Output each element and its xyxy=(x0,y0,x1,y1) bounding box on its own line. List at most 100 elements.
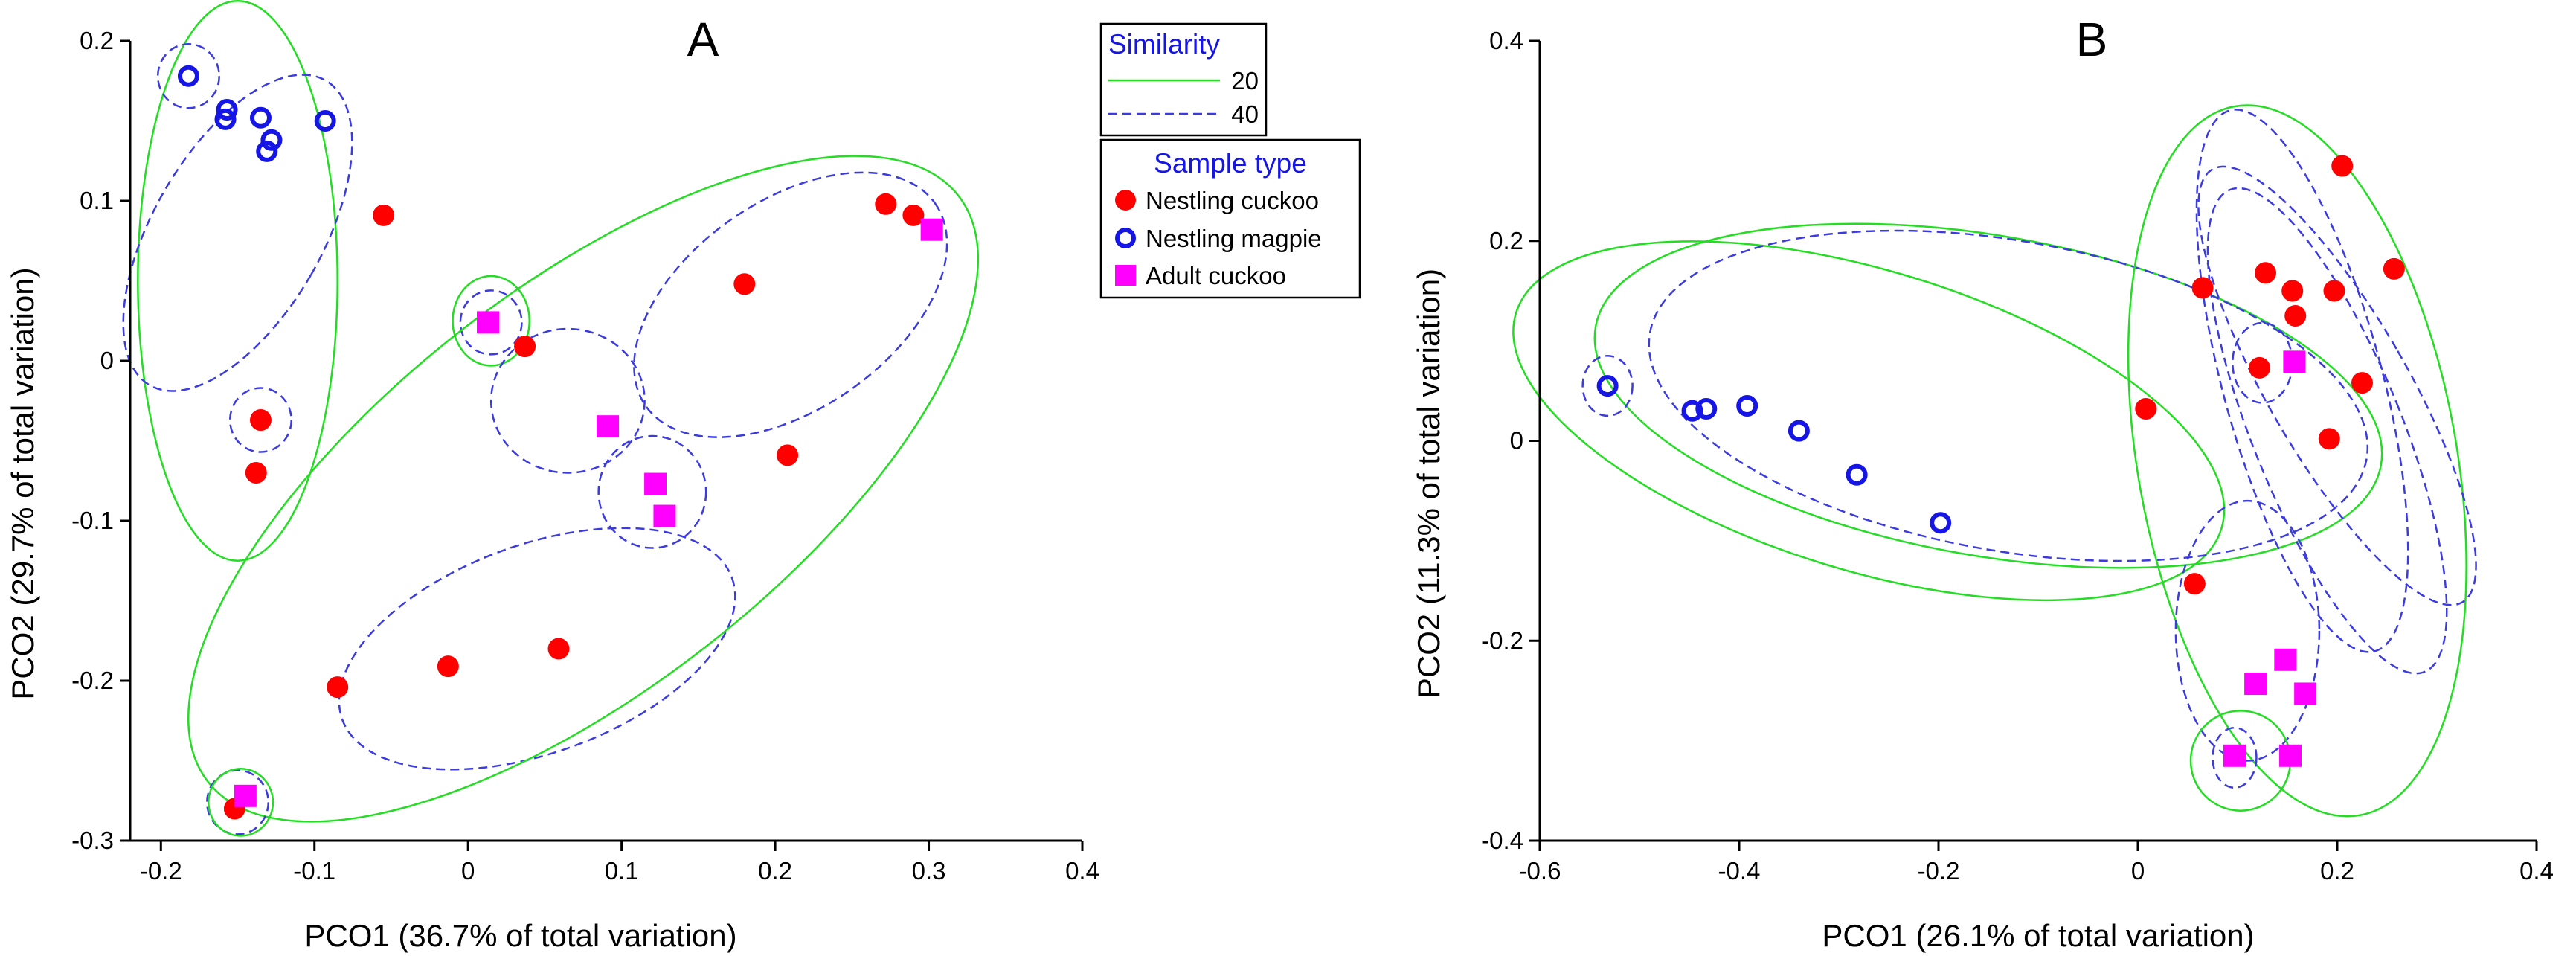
panel-b-title: B xyxy=(2076,13,2108,66)
panel-b-y-tick-label: -0.4 xyxy=(1481,827,1523,854)
legend-label-nestling-magpie: Nestling magpie xyxy=(1146,225,1322,252)
panel-a-point-adult-cuckoo xyxy=(234,784,257,807)
panel-b-point-nestling-cuckoo xyxy=(2248,356,2270,379)
sample-type-legend-title: Sample type xyxy=(1154,148,1307,179)
panel-a-point-nestling-cuckoo xyxy=(733,273,756,295)
panel-b-x-tick-label: -0.4 xyxy=(1718,857,1761,885)
panel-a-cluster-40 xyxy=(633,171,948,438)
panel-a-point-nestling-cuckoo xyxy=(327,676,349,699)
panel-a-x-tick-label: -0.1 xyxy=(293,857,335,885)
panel-a-point-nestling-magpie xyxy=(314,110,336,132)
panel-a-y-tick-label: 0 xyxy=(100,347,114,374)
panel-a-point-nestling-magpie xyxy=(177,65,199,87)
panel-b-point-adult-cuckoo xyxy=(2294,682,2317,705)
panel-b-point-adult-cuckoo xyxy=(2279,744,2302,767)
panel-b-point-nestling-magpie xyxy=(1846,463,1868,486)
panel-b-cluster-20 xyxy=(1512,240,2226,602)
panel-b-cluster-40 xyxy=(2197,165,2477,606)
panel-a-ylabel: PCO2 (29.7% of total variation) xyxy=(5,267,40,699)
panel-a-point-nestling-magpie xyxy=(214,108,237,130)
panel-b-point-nestling-cuckoo xyxy=(2383,257,2405,280)
panel-a-cluster-20 xyxy=(208,768,274,837)
panel-a-point-nestling-cuckoo xyxy=(514,336,536,358)
panel-b-x-tick-label: 0.2 xyxy=(2320,857,2354,885)
sample-type-legend-box xyxy=(1099,138,1361,299)
panel-b-point-adult-cuckoo xyxy=(2274,648,2297,671)
legend-marker-adult-cuckoo xyxy=(1115,265,1136,286)
panel-a-points xyxy=(177,65,943,820)
legend-marker-nestling-magpie xyxy=(1115,228,1136,248)
panel-a-point-nestling-magpie xyxy=(216,98,238,121)
panel-b-x-tick-label: 0.4 xyxy=(2519,857,2554,885)
panel-a-clusters xyxy=(122,0,980,837)
legend-label-20: 20 xyxy=(1231,67,1259,94)
panel-b-x-tick-label: -0.6 xyxy=(1519,857,1561,885)
panel-a-title: A xyxy=(687,13,719,66)
panel-a-point-nestling-cuckoo xyxy=(373,204,395,226)
panel-a-x-tick-label: 0.4 xyxy=(1065,857,1099,885)
panel-a-point-adult-cuckoo xyxy=(477,311,500,334)
panel-a-point-nestling-cuckoo xyxy=(249,409,272,432)
panel-a-x-tick-label: 0.2 xyxy=(758,857,792,885)
similarity-legend-title: Similarity xyxy=(1108,29,1221,60)
panel-b-axes: -0.6 -0.4 -0.2 0 0.2 0.4 -0.4 -0.2 0 0.2 0.4 xyxy=(1481,27,2554,885)
panel-b-point-nestling-cuckoo xyxy=(2183,573,2206,595)
panel-b-clusters xyxy=(1512,104,2477,818)
panel-a-cluster-20 xyxy=(137,0,338,562)
panel-a-xlabel: PCO1 (36.7% of total variation) xyxy=(304,918,736,953)
panel-b-xlabel: PCO1 (26.1% of total variation) xyxy=(1822,918,2254,953)
panel-b-point-nestling-cuckoo xyxy=(2135,398,2157,420)
panel-a: A -0.2 -0.1 0 0.1 0.2 0.3 0.4 -0.3 -0.2 -0.1 0 0.1 0… xyxy=(5,0,1099,953)
panel-a-point-nestling-cuckoo xyxy=(777,444,799,466)
panel-a-x-tick-label: 0 xyxy=(461,857,475,885)
panel-b-point-nestling-cuckoo xyxy=(2318,428,2340,450)
panel-a-x-tick-label: 0.1 xyxy=(605,857,639,885)
legend: Similarity 20 40 Sample type Nestling cu… xyxy=(1099,22,1361,299)
panel-b-cluster-40 xyxy=(2212,726,2258,789)
panel-a-point-nestling-cuckoo xyxy=(437,655,459,678)
panel-a-point-nestling-cuckoo xyxy=(547,638,570,660)
panel-a-y-tick-label: -0.1 xyxy=(71,507,114,534)
panel-a-cluster-20 xyxy=(187,155,980,823)
panel-a-point-nestling-cuckoo xyxy=(245,462,267,484)
panel-b-point-nestling-cuckoo xyxy=(2351,372,2373,394)
panel-b-x-tick-label: -0.2 xyxy=(1918,857,1960,885)
legend-label-nestling-cuckoo: Nestling cuckoo xyxy=(1146,187,1319,214)
panel-b-y-tick-label: 0.2 xyxy=(1489,227,1523,254)
panel-b-point-nestling-magpie xyxy=(1736,394,1758,417)
panel-b-point-nestling-magpie xyxy=(1681,400,1703,422)
panel-b-y-tick-label: 0 xyxy=(1510,427,1523,455)
panel-b-point-nestling-cuckoo xyxy=(2281,280,2304,302)
panel-b-cluster-40 xyxy=(1581,355,1634,417)
panel-b-points xyxy=(1596,155,2405,767)
panel-b-cluster-20 xyxy=(2127,104,2467,818)
panel-a-point-adult-cuckoo xyxy=(920,218,943,241)
panel-b-cluster-20 xyxy=(1593,222,2383,569)
panel-b-y-tick-label: -0.2 xyxy=(1481,626,1523,654)
panel-a-cluster-40 xyxy=(459,289,523,356)
panel-a-axes: -0.2 -0.1 0 0.1 0.2 0.3 0.4 -0.3 -0.2 -0.1 0 0.1 0.2 xyxy=(71,27,1099,885)
panel-b-point-nestling-cuckoo xyxy=(2323,280,2345,302)
panel-b-point-nestling-cuckoo xyxy=(2191,277,2214,299)
panel-a-y-tick-label: -0.3 xyxy=(71,827,114,854)
panel-a-x-tick-label: -0.2 xyxy=(140,857,182,885)
panel-a-point-adult-cuckoo xyxy=(644,472,667,495)
panel-b-cluster-40 xyxy=(2174,499,2321,762)
panel-a-point-adult-cuckoo xyxy=(653,504,676,527)
panel-a-point-nestling-magpie xyxy=(249,106,272,129)
panel-b-x-tick-label: 0 xyxy=(2131,857,2145,885)
panel-a-point-nestling-magpie xyxy=(260,129,283,151)
panel-a-y-tick-label: 0.2 xyxy=(80,27,114,54)
panel-b: B -0.6 -0.4 -0.2 0 0.2 0.4 -0.4 -0.2 0 0.2 0.4 PCO… xyxy=(1411,13,2554,953)
panel-a-cluster-40 xyxy=(489,327,646,474)
panel-a-point-adult-cuckoo xyxy=(597,415,620,438)
panel-b-point-nestling-magpie xyxy=(1695,398,1718,420)
panel-b-point-nestling-cuckoo xyxy=(2255,262,2277,284)
panel-a-cluster-40 xyxy=(597,434,707,549)
legend-label-40: 40 xyxy=(1231,100,1259,128)
panel-b-cluster-40 xyxy=(2206,187,2448,675)
panel-a-cluster-40 xyxy=(122,74,353,392)
legend-label-adult-cuckoo: Adult cuckoo xyxy=(1146,262,1286,289)
panel-a-x-tick-label: 0.3 xyxy=(912,857,946,885)
